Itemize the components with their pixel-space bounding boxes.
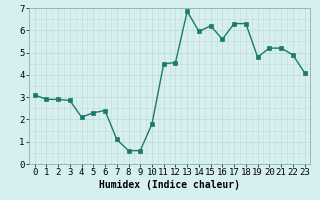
X-axis label: Humidex (Indice chaleur): Humidex (Indice chaleur): [99, 180, 240, 190]
